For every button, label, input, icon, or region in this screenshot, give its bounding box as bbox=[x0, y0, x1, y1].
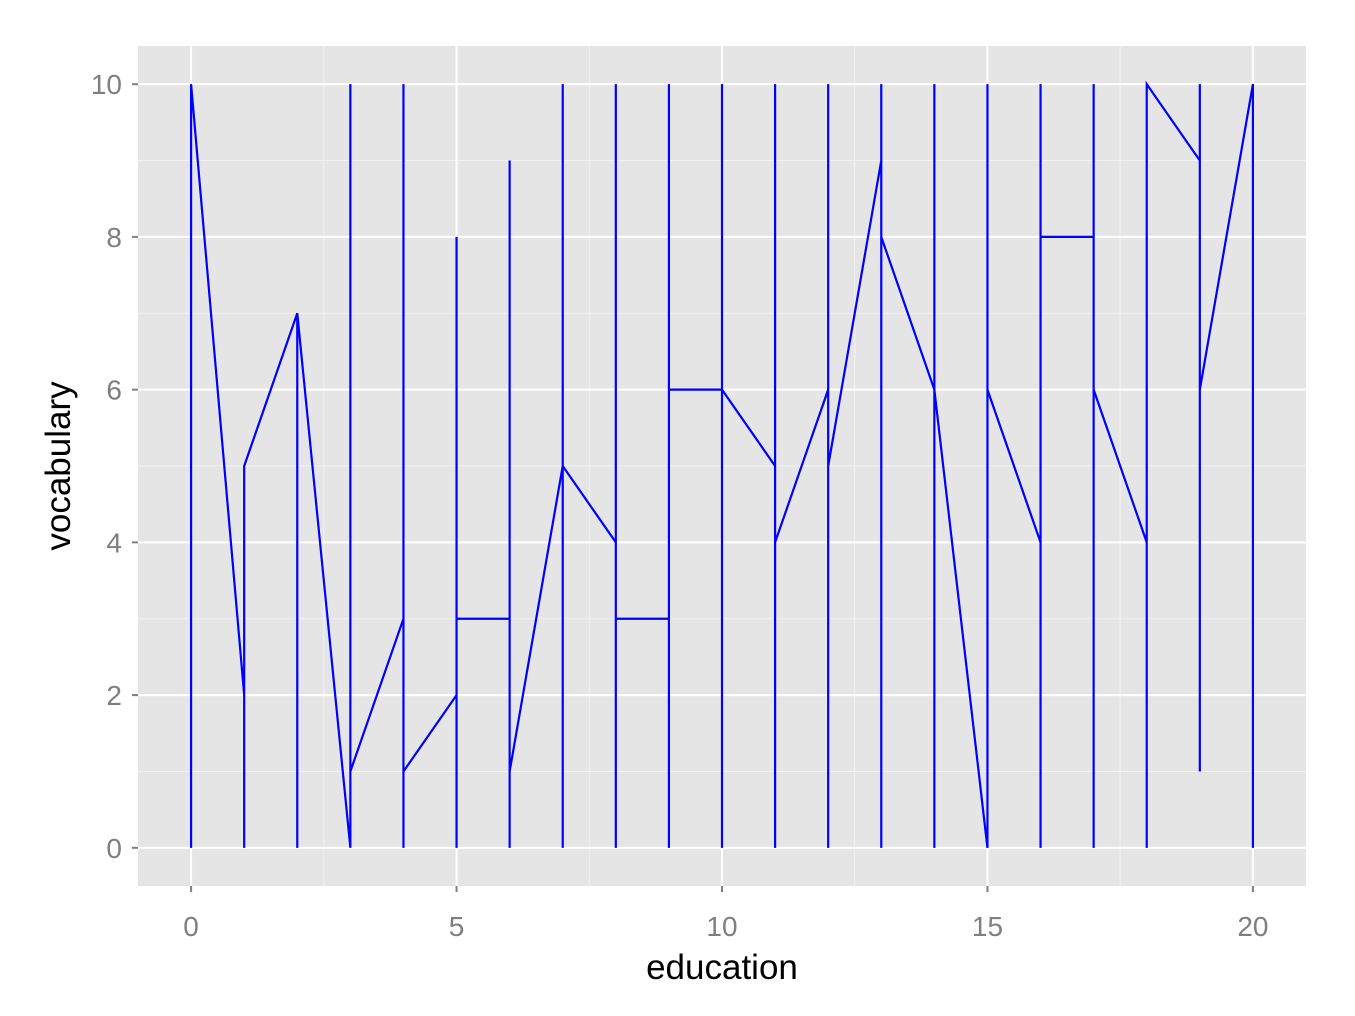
y-tick-label: 2 bbox=[106, 680, 122, 711]
y-tick-label: 10 bbox=[91, 69, 122, 100]
y-tick-label: 6 bbox=[106, 375, 122, 406]
y-axis: 0 2 4 6 8 10 bbox=[91, 69, 138, 864]
x-tick-label: 5 bbox=[449, 911, 465, 942]
x-axis-title: education bbox=[646, 948, 798, 987]
y-tick-label: 0 bbox=[106, 833, 122, 864]
x-axis: 0 5 10 15 20 bbox=[183, 886, 1268, 942]
x-tick-label: 15 bbox=[972, 911, 1003, 942]
x-tick-label: 0 bbox=[183, 911, 199, 942]
x-tick-label: 20 bbox=[1237, 911, 1268, 942]
series-line-0 bbox=[189, 80, 1255, 848]
series-layer bbox=[189, 80, 1255, 848]
x-tick-label: 10 bbox=[706, 911, 737, 942]
y-tick-label: 4 bbox=[106, 527, 122, 558]
y-tick-label: 8 bbox=[106, 222, 122, 253]
y-axis-title: vocabulary bbox=[39, 381, 78, 551]
